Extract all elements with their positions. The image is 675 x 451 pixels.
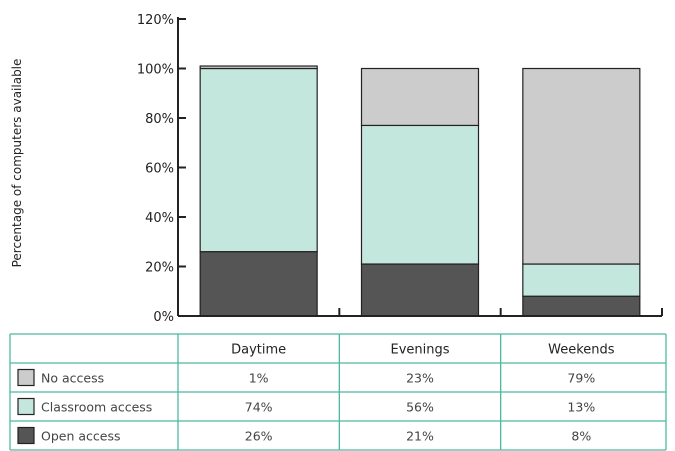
table-cell-value: 8% [571,429,591,444]
table-cell-value: 21% [406,429,434,444]
y-tick-label: 100% [137,63,174,78]
data-table: Daytime Evenings Weekends No access 1% 23% 79%… [9,333,667,451]
legend-label: Open access [41,429,120,444]
table-cell-value: 74% [245,400,273,415]
y-tick-label: 80% [145,112,174,127]
bar-no-access-daytime [199,65,318,70]
y-tick-label: 0% [153,310,174,325]
y-tick-label: 20% [145,261,174,276]
bar-open-access-evenings [360,263,480,317]
legend-label: Classroom access [41,400,152,415]
bar-open-access-daytime [199,251,318,317]
bar-no-access-weekends [522,67,641,265]
table-cell-value: 13% [567,400,595,415]
legend-label: No access [41,371,104,386]
legend-swatch-open-access [17,426,35,445]
table-cell-value: 56% [406,400,434,415]
bar-classroom-access-evenings [360,124,480,265]
y-axis-label-group: Percentage of computers available [10,59,24,268]
y-tick-label: 120% [137,13,174,28]
y-tick-label: 40% [145,211,174,226]
legend-swatch-no-access [17,368,35,387]
bar-classroom-access-daytime [199,67,318,253]
bar-classroom-access-weekends [522,263,641,297]
table-cell-value: 23% [406,371,434,386]
y-axis-label: Percentage of computers available [10,59,24,268]
bar-open-access-weekends [522,295,641,317]
table-header-evenings: Evenings [390,343,449,358]
table-cell-value: 79% [567,371,595,386]
legend-swatch-classroom-access [17,397,35,416]
table-header-daytime: Daytime [231,343,286,358]
y-tick-label: 60% [145,162,174,177]
plot-area: 0% 20% 40% 60% 80% 100% 120% [137,13,663,325]
table-cell-value: 26% [245,429,273,444]
table-header-weekends: Weekends [548,343,615,358]
bar-no-access-evenings [360,67,480,127]
table-cell-value: 1% [249,371,269,386]
